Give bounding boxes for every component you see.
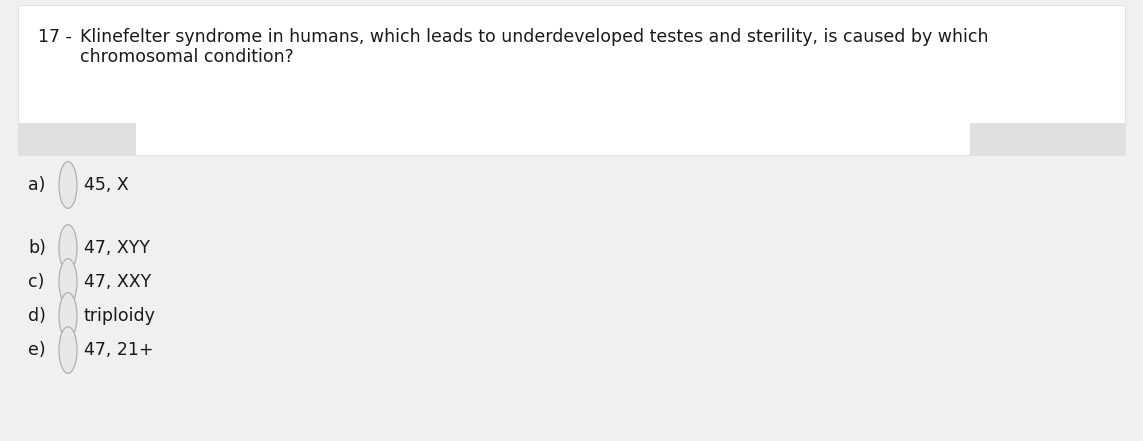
Text: e): e) [27,341,46,359]
FancyBboxPatch shape [18,123,136,155]
Text: 45, X: 45, X [83,176,129,194]
Ellipse shape [59,224,77,271]
FancyBboxPatch shape [970,123,1125,155]
Text: b): b) [27,239,46,257]
Text: 47, XXY: 47, XXY [83,273,151,291]
Text: 17 -: 17 - [38,28,72,46]
Text: Klinefelter syndrome in humans, which leads to underdeveloped testes and sterili: Klinefelter syndrome in humans, which le… [80,28,989,46]
Ellipse shape [59,327,77,374]
Text: d): d) [27,307,46,325]
Text: chromosomal condition?: chromosomal condition? [80,48,294,66]
Text: 47, XYY: 47, XYY [83,239,150,257]
Ellipse shape [59,293,77,339]
FancyBboxPatch shape [18,5,1125,155]
Ellipse shape [59,162,77,208]
Text: a): a) [27,176,46,194]
Ellipse shape [59,259,77,305]
Text: triploidy: triploidy [83,307,155,325]
Text: 47, 21+: 47, 21+ [83,341,153,359]
Text: c): c) [27,273,45,291]
